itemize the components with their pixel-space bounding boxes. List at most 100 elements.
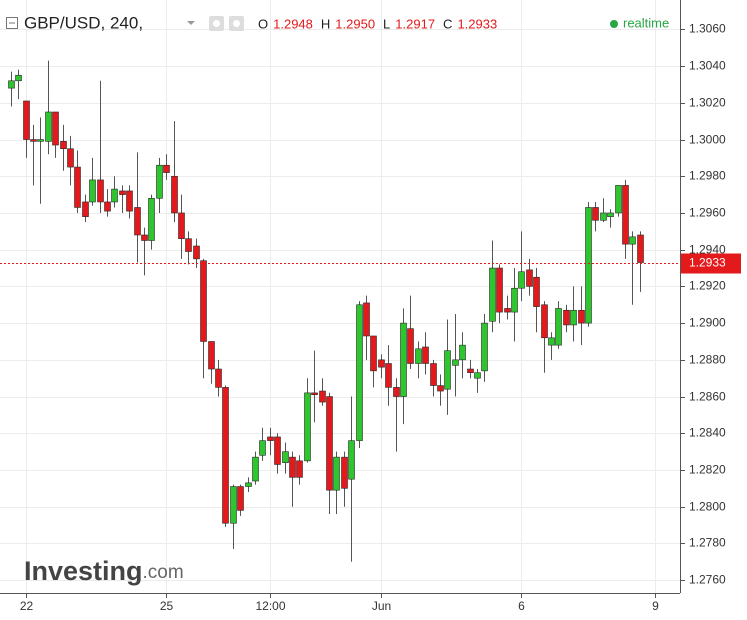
candle-body — [533, 276, 540, 307]
candle-body — [333, 456, 340, 491]
candle-body — [82, 201, 89, 217]
candle-body — [215, 368, 222, 388]
candle-body — [370, 335, 377, 372]
candle-body — [304, 392, 311, 462]
candle-body — [422, 346, 429, 364]
candle-body — [119, 190, 126, 195]
candle-body — [74, 166, 81, 208]
candle-body — [185, 238, 192, 252]
candle-body — [67, 148, 74, 168]
eye-icon — [213, 20, 220, 27]
candle-body — [311, 392, 318, 396]
y-tick-label: 1.2760 — [689, 573, 726, 587]
price-tag-label: 1.2933 — [689, 256, 726, 270]
candle-body — [504, 308, 511, 313]
candle-body — [141, 234, 148, 241]
x-tick-label: 12:00 — [255, 599, 285, 613]
candle-body — [60, 141, 67, 150]
candle-body — [326, 396, 333, 491]
candle-body — [156, 164, 163, 199]
candle-body — [296, 460, 303, 478]
ohlc-label: H — [321, 16, 330, 31]
candle-body — [37, 139, 44, 142]
ohlc-value: 1.2933 — [457, 16, 497, 31]
candle-body — [97, 179, 104, 203]
candle-body — [481, 322, 488, 372]
candle-body — [615, 185, 622, 214]
y-tick-label: 1.2780 — [689, 536, 726, 550]
candle-body — [467, 368, 474, 373]
candle-body — [208, 341, 215, 370]
candle-body — [341, 456, 348, 489]
candle-body — [363, 302, 370, 337]
ohlc-value: 1.2948 — [273, 16, 313, 31]
candle-body — [548, 337, 555, 346]
candle-body — [511, 287, 518, 313]
grid — [0, 0, 680, 593]
candle-body — [496, 267, 503, 313]
candle-body — [400, 322, 407, 397]
logo: Investing.com — [24, 556, 184, 586]
candle-body — [200, 260, 207, 342]
x-tick-label: 6 — [518, 599, 525, 613]
candle-body — [274, 436, 281, 465]
candle-body — [385, 363, 392, 388]
x-tick-label: 22 — [20, 599, 34, 613]
x-tick-label: Jun — [372, 599, 391, 613]
candle-body — [15, 74, 22, 82]
candle-body — [245, 482, 252, 487]
candle-body — [407, 328, 414, 364]
candle-body — [52, 111, 59, 146]
candle-body — [178, 212, 185, 239]
logo-main: Investing — [24, 556, 143, 586]
candle-body — [237, 486, 244, 511]
candle-body — [289, 456, 296, 478]
x-tick-label: 25 — [160, 599, 174, 613]
y-tick-label: 1.3040 — [689, 59, 726, 73]
candle-body — [252, 456, 259, 482]
candle-body — [489, 267, 496, 322]
status-dot — [610, 20, 618, 28]
candle-body — [171, 175, 178, 214]
candle-body — [444, 350, 451, 390]
y-tick-label: 1.2840 — [689, 426, 726, 440]
candle-body — [267, 436, 274, 441]
ohlc-label: L — [383, 16, 390, 31]
status-text: realtime — [623, 15, 669, 30]
candle-body — [585, 207, 592, 324]
candle-body — [319, 390, 326, 403]
y-tick-label: 1.2860 — [689, 390, 726, 404]
y-tick-label: 1.3020 — [689, 96, 726, 110]
ohlc-legend: O 1.2948 H 1.2950 L 1.2917 C 1.2933 — [258, 16, 497, 31]
candle-body — [474, 372, 481, 379]
y-tick-label: 1.3060 — [689, 22, 726, 36]
ohlc-value: 1.2950 — [335, 16, 375, 31]
y-tick-label: 1.3000 — [689, 133, 726, 147]
candle-body — [637, 234, 644, 263]
candle-body — [163, 164, 170, 173]
candle-body — [430, 363, 437, 386]
candle-body — [126, 190, 133, 212]
candle-body — [518, 271, 525, 289]
candle-body — [104, 201, 111, 212]
candle-body — [526, 269, 533, 287]
candle-body — [45, 111, 52, 142]
candles — [0, 60, 680, 562]
candle-body — [622, 185, 629, 245]
candle-body — [437, 385, 444, 392]
y-tick-label: 1.2820 — [689, 463, 726, 477]
y-tick-label: 1.2980 — [689, 169, 726, 183]
candle-body — [629, 236, 636, 245]
ohlc-value: 1.2917 — [395, 16, 435, 31]
x-tick-label: 9 — [652, 599, 659, 613]
candle-body — [607, 212, 614, 217]
dropdown-arrow[interactable] — [187, 21, 195, 25]
candle-body — [282, 451, 289, 463]
candle-body — [459, 344, 466, 361]
candle-body — [348, 440, 355, 480]
candle-body — [600, 212, 607, 221]
chart-title: GBP/USD, 240, — [24, 13, 143, 32]
candle-body — [415, 348, 422, 364]
